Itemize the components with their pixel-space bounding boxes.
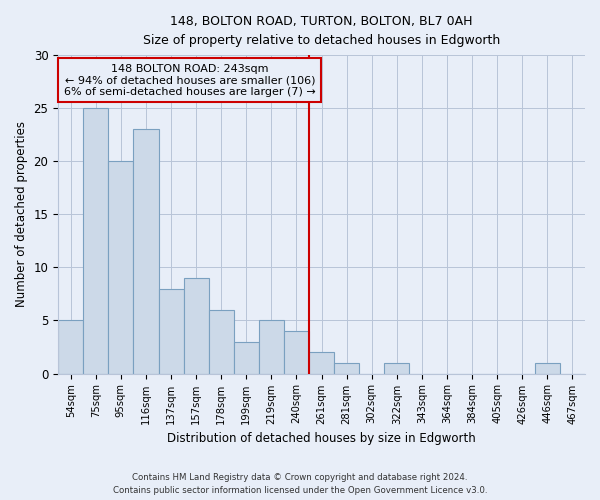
Bar [284,331,309,374]
Bar [234,342,259,374]
Text: 148 BOLTON ROAD: 243sqm  
← 94% of detached houses are smaller (106)
6% of semi-: 148 BOLTON ROAD: 243sqm ← 94% of detache… [64,64,316,97]
Bar [158,288,184,374]
Bar [184,278,209,374]
Bar [109,162,133,374]
Y-axis label: Number of detached properties: Number of detached properties [15,122,28,308]
Title: 148, BOLTON ROAD, TURTON, BOLTON, BL7 0AH
Size of property relative to detached : 148, BOLTON ROAD, TURTON, BOLTON, BL7 0A… [143,15,500,47]
X-axis label: Distribution of detached houses by size in Edgworth: Distribution of detached houses by size … [167,432,476,445]
Bar [309,352,334,374]
Bar [334,363,359,374]
Bar [535,363,560,374]
Bar [83,108,109,374]
Text: Contains HM Land Registry data © Crown copyright and database right 2024.
Contai: Contains HM Land Registry data © Crown c… [113,474,487,495]
Bar [384,363,409,374]
Bar [133,130,158,374]
Bar [58,320,83,374]
Bar [209,310,234,374]
Bar [259,320,284,374]
